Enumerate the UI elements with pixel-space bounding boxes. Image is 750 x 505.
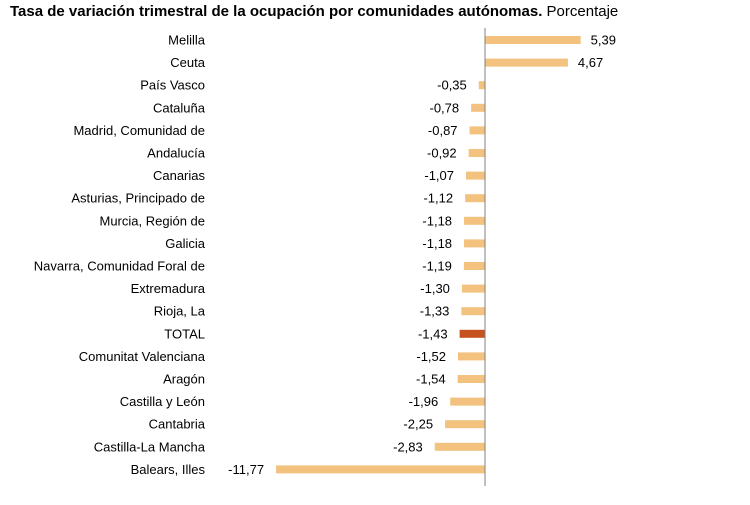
chart-title: Tasa de variación trimestral de la ocupa… (10, 3, 618, 20)
value-label-madrid-comunidad-de: -0,87 (428, 123, 458, 138)
value-label-pais-vasco: -0,35 (437, 78, 467, 93)
value-label-extremadura: -1,30 (420, 281, 450, 296)
value-label-cataluna: -0,78 (430, 100, 460, 115)
category-label-rioja-la: Rioja, La (154, 304, 206, 319)
category-label-aragon: Aragón (163, 372, 205, 387)
category-label-canarias: Canarias (153, 168, 206, 183)
bars-group (276, 36, 581, 474)
category-label-total: TOTAL (164, 326, 205, 341)
category-label-melilla: Melilla (168, 33, 206, 48)
value-label-castilla-y-leon: -1,96 (409, 394, 439, 409)
category-label-asturias-principado-de: Asturias, Principado de (71, 191, 205, 206)
value-label-rioja-la: -1,33 (420, 304, 450, 319)
bar-murcia-region-de (464, 216, 485, 225)
value-label-murcia-region-de: -1,18 (422, 213, 452, 228)
value-label-galicia: -1,18 (422, 236, 452, 251)
bar-balears-illes (276, 465, 485, 474)
value-label-balears-illes: -11,77 (228, 462, 264, 477)
category-label-comunitat-valenciana: Comunitat Valenciana (79, 349, 206, 364)
category-label-andalucia: Andalucía (147, 146, 206, 161)
value-label-navarra-comunidad-foral-de: -1,19 (422, 259, 452, 274)
bar-canarias (466, 171, 485, 180)
bar-ceuta (485, 58, 568, 67)
value-label-total: -1,43 (418, 326, 448, 341)
category-label-madrid-comunidad-de: Madrid, Comunidad de (73, 123, 205, 138)
bar-extremadura (461, 284, 485, 293)
value-label-canarias: -1,07 (424, 168, 454, 183)
category-label-balears-illes: Balears, Illes (131, 462, 206, 477)
bar-total (459, 329, 485, 338)
bar-asturias-principado-de (465, 194, 485, 203)
bar-comunitat-valenciana (458, 352, 485, 361)
value-label-aragon: -1,54 (416, 372, 446, 387)
bar-aragon (457, 375, 485, 383)
chart-title-main: Tasa de variación trimestral de la ocupa… (10, 3, 543, 20)
value-label-cantabria: -2,25 (403, 417, 433, 432)
bar-madrid-comunidad-de (469, 126, 485, 135)
value-label-asturias-principado-de: -1,12 (423, 191, 453, 206)
category-label-cataluna: Cataluña (153, 100, 206, 115)
category-label-extremadura: Extremadura (131, 281, 206, 296)
category-label-murcia-region-de: Murcia, Región de (100, 213, 206, 228)
value-label-castilla-la-mancha: -2,83 (393, 439, 423, 454)
category-label-cantabria: Cantabria (149, 417, 206, 432)
bar-navarra-comunidad-foral-de (463, 262, 485, 270)
category-label-galicia: Galicia (165, 236, 206, 251)
value-label-ceuta: 4,67 (578, 55, 603, 70)
value-label-andalucia: -0,92 (427, 146, 457, 161)
bar-galicia (464, 239, 485, 248)
category-label-navarra-comunidad-foral-de: Navarra, Comunidad Foral de (34, 259, 205, 274)
bar-melilla (485, 36, 581, 44)
bar-cantabria (445, 420, 485, 429)
bar-rioja-la (461, 307, 485, 316)
bar-castilla-la-mancha (434, 442, 485, 451)
value-label-melilla: 5,39 (591, 33, 616, 48)
category-label-castilla-la-mancha: Castilla-La Mancha (94, 439, 206, 454)
category-label-ceuta: Ceuta (170, 55, 205, 70)
bar-pais-vasco (478, 81, 485, 90)
value-labels-group: 5,39 4,67 -0,35 -0,78 -0,87 -0,92 -1,07 -1,12 -1… (228, 33, 616, 477)
category-label-castilla-y-leon: Castilla y León (120, 394, 205, 409)
bar-andalucia (468, 149, 485, 157)
bar-castilla-y-leon (450, 397, 485, 406)
value-label-comunitat-valenciana: -1,52 (416, 349, 446, 364)
chart-title-unit: Porcentaje (546, 3, 619, 20)
bar-cataluna (471, 103, 485, 112)
category-label-pais-vasco: País Vasco (140, 78, 205, 93)
category-labels-group: Melilla Ceuta País Vasco Cataluña Madrid, Co… (34, 33, 206, 477)
